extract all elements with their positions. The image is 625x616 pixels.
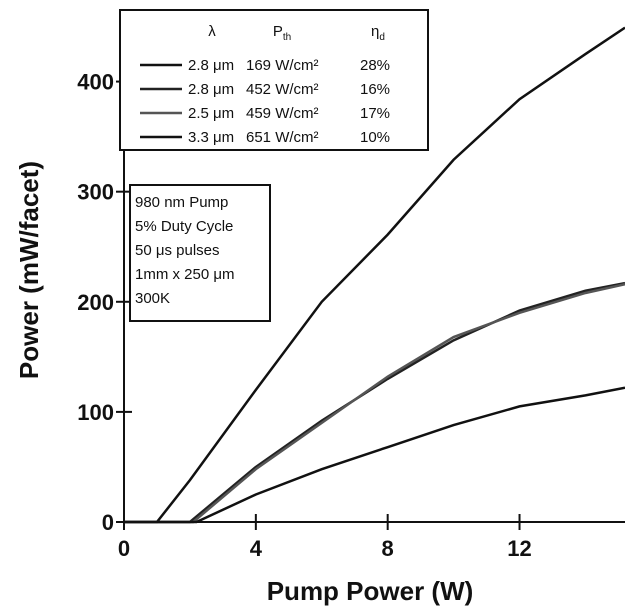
y-tick-label: 0 <box>102 510 114 535</box>
annotation-line: 5% Duty Cycle <box>135 218 233 235</box>
legend-efficiency: 28% <box>360 57 390 74</box>
legend-threshold: 651 W/cm² <box>246 129 319 146</box>
legend-box <box>119 9 429 151</box>
header-sub: d <box>379 32 385 43</box>
legend-header: ηd <box>371 23 385 43</box>
data-line <box>124 26 625 524</box>
x-axis-label: Pump Power (W) <box>267 576 474 606</box>
legend-header: λ <box>208 23 216 40</box>
annotation-line: 980 nm Pump <box>135 194 228 211</box>
annotation-line: 300K <box>135 290 170 307</box>
legend-header: Pth <box>273 23 291 43</box>
annotation-box <box>129 184 271 322</box>
legend-name: 3.3 μm <box>188 129 234 146</box>
legend-name: 2.5 μm <box>188 105 234 122</box>
x-tick-label: 0 <box>118 536 130 561</box>
x-tick-label: 12 <box>507 536 531 561</box>
header-sub: th <box>283 32 291 43</box>
legend-name: 2.8 μm <box>188 57 234 74</box>
y-axis-label: Power (mW/facet) <box>14 161 44 379</box>
legend-efficiency: 16% <box>360 81 390 98</box>
y-tick-label: 300 <box>77 180 114 205</box>
header-base: η <box>371 23 379 40</box>
legend-threshold: 452 W/cm² <box>246 81 319 98</box>
header-base: λ <box>208 23 216 40</box>
annotation-line: 1mm x 250 μm <box>135 266 235 283</box>
data-line <box>124 282 625 524</box>
data-line <box>124 386 625 524</box>
legend-efficiency: 17% <box>360 105 390 122</box>
data-line <box>124 281 625 524</box>
header-base: P <box>273 23 283 40</box>
y-tick-label: 100 <box>77 400 114 425</box>
legend-threshold: 459 W/cm² <box>246 105 319 122</box>
legend-threshold: 169 W/cm² <box>246 57 319 74</box>
y-tick-label: 400 <box>77 70 114 95</box>
x-tick-label: 4 <box>250 536 263 561</box>
annotation-line: 50 μs pulses <box>135 242 220 259</box>
legend-name: 2.8 μm <box>188 81 234 98</box>
legend-efficiency: 10% <box>360 129 390 146</box>
x-tick-label: 8 <box>382 536 394 561</box>
y-tick-label: 200 <box>77 290 114 315</box>
